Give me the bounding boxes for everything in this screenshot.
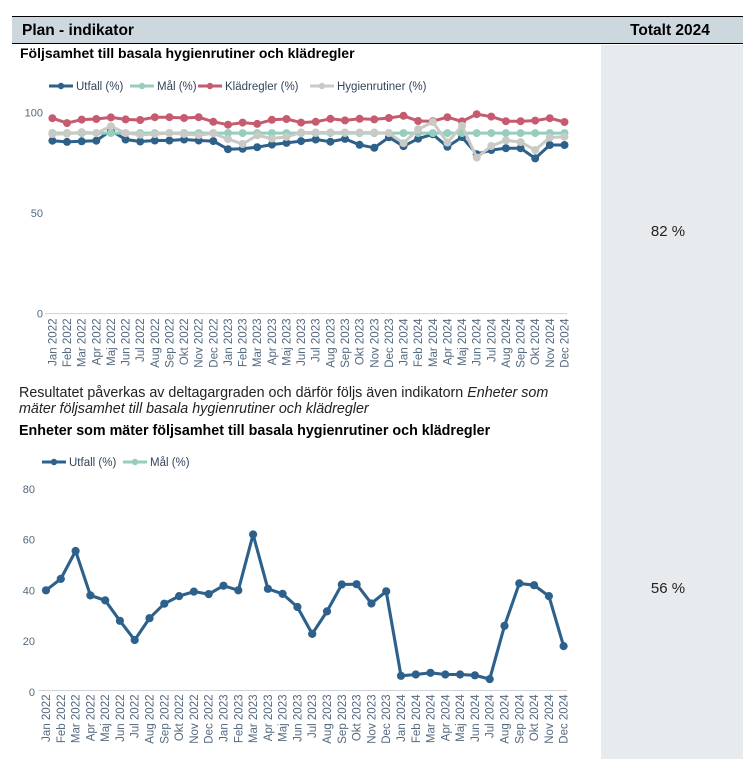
svg-text:Jan 2022: Jan 2022 xyxy=(41,695,53,742)
svg-text:Klädregler (%): Klädregler (%) xyxy=(225,81,299,93)
svg-text:0: 0 xyxy=(37,309,43,321)
svg-text:Dec 2023: Dec 2023 xyxy=(381,695,393,744)
svg-text:Sep 2023: Sep 2023 xyxy=(340,319,352,368)
svg-text:Sep 2022: Sep 2022 xyxy=(164,319,176,368)
svg-text:Apr 2022: Apr 2022 xyxy=(91,319,103,366)
svg-text:Maj 2024: Maj 2024 xyxy=(457,318,469,366)
svg-text:Maj 2023: Maj 2023 xyxy=(282,319,294,366)
svg-text:Jun 2024: Jun 2024 xyxy=(470,694,482,742)
svg-text:Maj 2024: Maj 2024 xyxy=(455,694,467,742)
svg-text:Apr 2024: Apr 2024 xyxy=(442,318,454,365)
svg-text:100: 100 xyxy=(25,108,43,120)
svg-text:Aug 2022: Aug 2022 xyxy=(150,319,162,368)
svg-text:Sep 2024: Sep 2024 xyxy=(514,694,526,744)
svg-text:Dec 2022: Dec 2022 xyxy=(208,319,220,368)
svg-text:Nov 2024: Nov 2024 xyxy=(545,318,557,368)
svg-text:Okt 2024: Okt 2024 xyxy=(529,694,541,741)
svg-text:Apr 2022: Apr 2022 xyxy=(85,695,97,742)
svg-text:Okt 2023: Okt 2023 xyxy=(355,319,367,366)
svg-text:Mar 2024: Mar 2024 xyxy=(428,318,440,367)
svg-text:50: 50 xyxy=(31,208,43,220)
svg-text:Jan 2023: Jan 2023 xyxy=(223,319,235,366)
svg-text:Mar 2023: Mar 2023 xyxy=(252,319,264,368)
svg-text:Hygienrutiner (%): Hygienrutiner (%) xyxy=(337,81,427,93)
svg-text:Apr 2023: Apr 2023 xyxy=(263,695,275,742)
svg-text:Jun 2023: Jun 2023 xyxy=(292,695,304,742)
svg-text:Utfall (%): Utfall (%) xyxy=(69,457,116,469)
svg-text:Feb 2024: Feb 2024 xyxy=(413,318,425,367)
svg-text:Aug 2024: Aug 2024 xyxy=(501,318,513,368)
svg-text:Jan 2022: Jan 2022 xyxy=(47,319,59,366)
svg-text:Feb 2023: Feb 2023 xyxy=(233,695,245,744)
svg-text:Jun 2023: Jun 2023 xyxy=(296,319,308,366)
svg-text:Utfall (%): Utfall (%) xyxy=(76,81,123,93)
svg-text:Mål (%): Mål (%) xyxy=(157,81,197,93)
svg-text:Okt 2024: Okt 2024 xyxy=(530,318,542,365)
svg-text:Mar 2024: Mar 2024 xyxy=(426,694,438,743)
svg-text:Maj 2023: Maj 2023 xyxy=(278,695,290,742)
svg-text:Aug 2022: Aug 2022 xyxy=(145,695,157,744)
svg-text:Mål (%): Mål (%) xyxy=(150,457,190,469)
svg-text:Dec 2023: Dec 2023 xyxy=(384,319,396,368)
svg-text:Nov 2022: Nov 2022 xyxy=(194,319,206,368)
svg-text:Jan 2024: Jan 2024 xyxy=(399,318,411,366)
svg-text:Mar 2022: Mar 2022 xyxy=(71,695,83,744)
svg-text:Jan 2023: Jan 2023 xyxy=(219,695,231,742)
svg-text:Jun 2024: Jun 2024 xyxy=(472,318,484,366)
svg-text:80: 80 xyxy=(23,484,35,496)
svg-text:Apr 2023: Apr 2023 xyxy=(267,319,279,366)
svg-text:Mar 2022: Mar 2022 xyxy=(77,319,89,368)
svg-text:Nov 2023: Nov 2023 xyxy=(369,319,381,368)
svg-text:Okt 2022: Okt 2022 xyxy=(174,695,186,742)
svg-text:Feb 2023: Feb 2023 xyxy=(238,319,250,368)
svg-text:Maj 2022: Maj 2022 xyxy=(106,319,118,366)
svg-text:40: 40 xyxy=(23,585,35,597)
svg-text:Okt 2022: Okt 2022 xyxy=(179,319,191,366)
svg-text:Jul 2024: Jul 2024 xyxy=(486,318,498,362)
svg-text:Maj 2022: Maj 2022 xyxy=(100,695,112,742)
svg-text:Nov 2022: Nov 2022 xyxy=(189,695,201,744)
svg-text:Sep 2022: Sep 2022 xyxy=(159,695,171,744)
svg-text:20: 20 xyxy=(23,636,35,648)
svg-text:Aug 2023: Aug 2023 xyxy=(322,695,334,744)
svg-text:0: 0 xyxy=(29,687,35,699)
svg-text:Nov 2023: Nov 2023 xyxy=(366,695,378,744)
svg-text:Aug 2024: Aug 2024 xyxy=(500,694,512,744)
svg-text:60: 60 xyxy=(23,535,35,547)
svg-text:Dec 2022: Dec 2022 xyxy=(204,695,216,744)
svg-text:Dec 2024: Dec 2024 xyxy=(559,694,571,744)
svg-text:Nov 2024: Nov 2024 xyxy=(544,694,556,744)
svg-text:Jul 2022: Jul 2022 xyxy=(135,319,147,362)
svg-text:Sep 2023: Sep 2023 xyxy=(337,695,349,744)
svg-text:Mar 2023: Mar 2023 xyxy=(248,695,260,744)
svg-text:Okt 2023: Okt 2023 xyxy=(352,695,364,742)
svg-text:Jan 2024: Jan 2024 xyxy=(396,694,408,742)
svg-text:Sep 2024: Sep 2024 xyxy=(516,318,528,368)
svg-text:Jul 2023: Jul 2023 xyxy=(307,695,319,738)
svg-text:Jul 2023: Jul 2023 xyxy=(311,319,323,362)
svg-text:Feb 2022: Feb 2022 xyxy=(62,319,74,368)
svg-text:Jul 2022: Jul 2022 xyxy=(130,695,142,738)
svg-text:Feb 2022: Feb 2022 xyxy=(56,695,68,744)
svg-text:Jul 2024: Jul 2024 xyxy=(485,694,497,738)
svg-text:Dec 2024: Dec 2024 xyxy=(560,318,572,368)
svg-text:Aug 2023: Aug 2023 xyxy=(325,319,337,368)
svg-text:Jun 2022: Jun 2022 xyxy=(115,695,127,742)
svg-text:Feb 2024: Feb 2024 xyxy=(411,694,423,743)
svg-text:Jun 2022: Jun 2022 xyxy=(121,319,133,366)
svg-text:Apr 2024: Apr 2024 xyxy=(440,694,452,741)
